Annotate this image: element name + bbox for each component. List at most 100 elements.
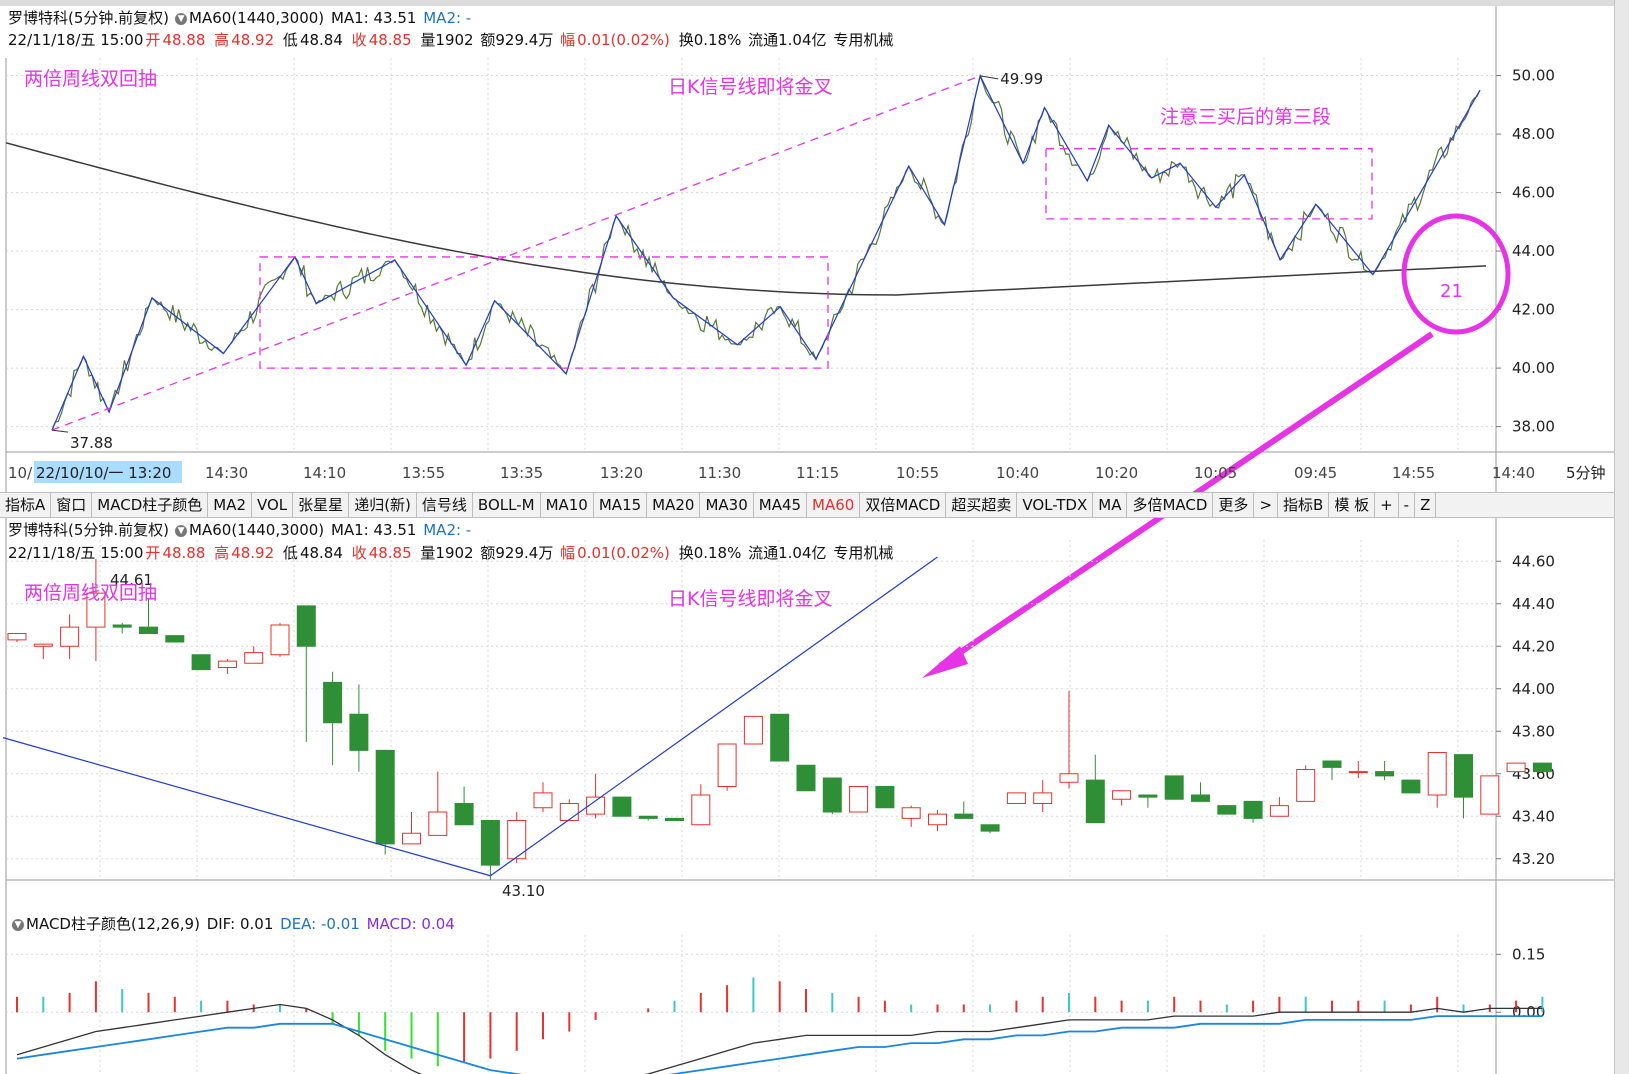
stock-name: 罗博特科(5分钟.前复权) xyxy=(8,9,170,27)
toolbar-item-12[interactable]: MA30 xyxy=(700,493,754,517)
toolbar-item-18[interactable]: MA xyxy=(1093,493,1128,517)
candle-body xyxy=(296,605,316,647)
toolbar-item-16[interactable]: 超买超卖 xyxy=(946,493,1018,517)
toolbar-item-17[interactable]: VOL-TDX xyxy=(1017,493,1094,517)
candle-body xyxy=(270,624,290,656)
toolbar-item-6[interactable]: 递归(新) xyxy=(349,493,417,517)
time-axis-label: 10:55 xyxy=(896,464,939,482)
candle xyxy=(796,764,816,792)
time-axis-label: 10/ xyxy=(8,464,33,482)
candle-body xyxy=(559,803,579,821)
toolbar-item-26[interactable]: Z xyxy=(1415,493,1437,517)
middle-header-line1: 罗博特科(5分钟.前复权) ▼ MA60(1440,3000) MA1: 43.51… xyxy=(8,521,472,539)
mid-high-label: 44.61 xyxy=(110,571,153,589)
candle-body xyxy=(1296,769,1316,802)
toolbar-item-24[interactable]: + xyxy=(1375,493,1399,517)
candle-body xyxy=(165,635,185,643)
candle-body xyxy=(1006,792,1026,804)
toolbar-item-2[interactable]: MACD柱子颜色 xyxy=(92,493,209,517)
candle xyxy=(822,777,842,815)
settings-circle-icon-3[interactable]: ▼ xyxy=(12,918,24,931)
candle-body xyxy=(1375,771,1395,777)
time-axis-label: 09:45 xyxy=(1294,464,1337,482)
toolbar-item-4[interactable]: VOL xyxy=(252,493,294,517)
candle xyxy=(691,784,711,826)
low-value: 48.84 xyxy=(299,31,343,49)
mid-low-label: 43.10 xyxy=(502,882,545,900)
candle-body xyxy=(1269,805,1289,817)
time-axis-label: 14:30 xyxy=(205,464,248,482)
time-axis-label: 10:40 xyxy=(996,464,1039,482)
settings-circle-icon[interactable]: ▼ xyxy=(175,12,188,25)
toolbar-item-21[interactable]: > xyxy=(1254,493,1279,517)
candle-body xyxy=(1322,760,1342,768)
ma2-label: MA2: - xyxy=(423,9,472,27)
open-value: 48.88 xyxy=(162,31,206,49)
candle-body xyxy=(402,832,421,845)
candle-body xyxy=(454,803,474,826)
candle xyxy=(217,659,237,674)
time-axis-label: 14:10 xyxy=(303,464,346,482)
candle-body xyxy=(428,811,448,836)
upper-y-tick-label: 38.00 xyxy=(1512,418,1555,436)
time-axis-label: 11:15 xyxy=(796,464,839,482)
candle-body xyxy=(901,807,921,819)
turnover-value: 换0.18% xyxy=(678,31,742,49)
candle xyxy=(1033,780,1053,812)
toolbar-item-22[interactable]: 指标B xyxy=(1278,493,1330,517)
candle xyxy=(1322,760,1342,781)
macd-value: MACD: 0.04 xyxy=(366,915,455,933)
candle-body xyxy=(1191,794,1210,802)
candle xyxy=(928,809,947,832)
candle xyxy=(875,786,895,809)
toolbar-item-9[interactable]: MA10 xyxy=(541,493,594,517)
toolbar-item-25[interactable]: - xyxy=(1399,493,1416,517)
candle xyxy=(717,743,737,791)
middle-y-tick-label: 43.20 xyxy=(1512,850,1555,868)
toolbar-item-15[interactable]: 双倍MACD xyxy=(860,493,947,517)
candle-body xyxy=(1480,775,1500,815)
dashed-trend-line xyxy=(51,75,981,431)
toolbar-item-8[interactable]: BOLL-M xyxy=(473,493,541,517)
candle xyxy=(1401,779,1421,794)
toolbar-item-13[interactable]: MA45 xyxy=(754,493,808,517)
candle-body xyxy=(586,796,606,815)
time-axis-label: 14:55 xyxy=(1392,464,1435,482)
pivot-box-2 xyxy=(1045,148,1373,220)
candle-body xyxy=(1243,800,1263,819)
candle-body xyxy=(244,652,264,664)
upper-header-line2: 22/11/18/五 15:00 开 48.88 高 48.92 低 48.84 收 48… xyxy=(8,31,894,49)
toolbar-item-3[interactable]: MA2 xyxy=(208,493,252,517)
ma-line xyxy=(5,142,1487,296)
toolbar-item-11[interactable]: MA20 xyxy=(647,493,701,517)
low-price-label: 37.88 xyxy=(70,434,113,452)
toolbar-item-7[interactable]: 信号线 xyxy=(417,493,473,517)
toolbar-item-20[interactable]: 更多 xyxy=(1213,493,1255,517)
sector-value: 专用机械 xyxy=(833,31,894,49)
toolbar-item-5[interactable]: 张星星 xyxy=(293,493,350,517)
candle xyxy=(1480,775,1500,815)
pointer-arrow-head xyxy=(922,646,968,678)
toolbar-item-23[interactable]: 模 板 xyxy=(1329,493,1376,517)
toolbar-item-1[interactable]: 窗口 xyxy=(51,493,93,517)
candle xyxy=(7,633,27,642)
toolbar-item-14[interactable]: MA60 xyxy=(807,493,861,517)
candle xyxy=(402,812,421,845)
right-scrollbar[interactable] xyxy=(1614,0,1629,1074)
candle xyxy=(954,801,974,819)
candle-body xyxy=(665,817,684,821)
settings-circle-icon-2[interactable]: ▼ xyxy=(175,524,188,537)
upper-y-tick-label: 42.00 xyxy=(1512,301,1555,319)
candle xyxy=(901,805,921,827)
middle-trend-line xyxy=(2,737,491,877)
ma1-label: MA1: 43.51 xyxy=(330,9,417,27)
toolbar-item-10[interactable]: MA15 xyxy=(594,493,648,517)
candle-body xyxy=(717,743,737,787)
toolbar-item-19[interactable]: 多倍MACD xyxy=(1127,493,1214,517)
toolbar-item-0[interactable]: 指标A xyxy=(0,493,52,517)
upper-y-tick-label: 44.00 xyxy=(1512,242,1555,260)
dea-value: DEA: -0.01 xyxy=(280,915,360,933)
candle xyxy=(1348,761,1368,778)
candle-body xyxy=(743,715,763,745)
